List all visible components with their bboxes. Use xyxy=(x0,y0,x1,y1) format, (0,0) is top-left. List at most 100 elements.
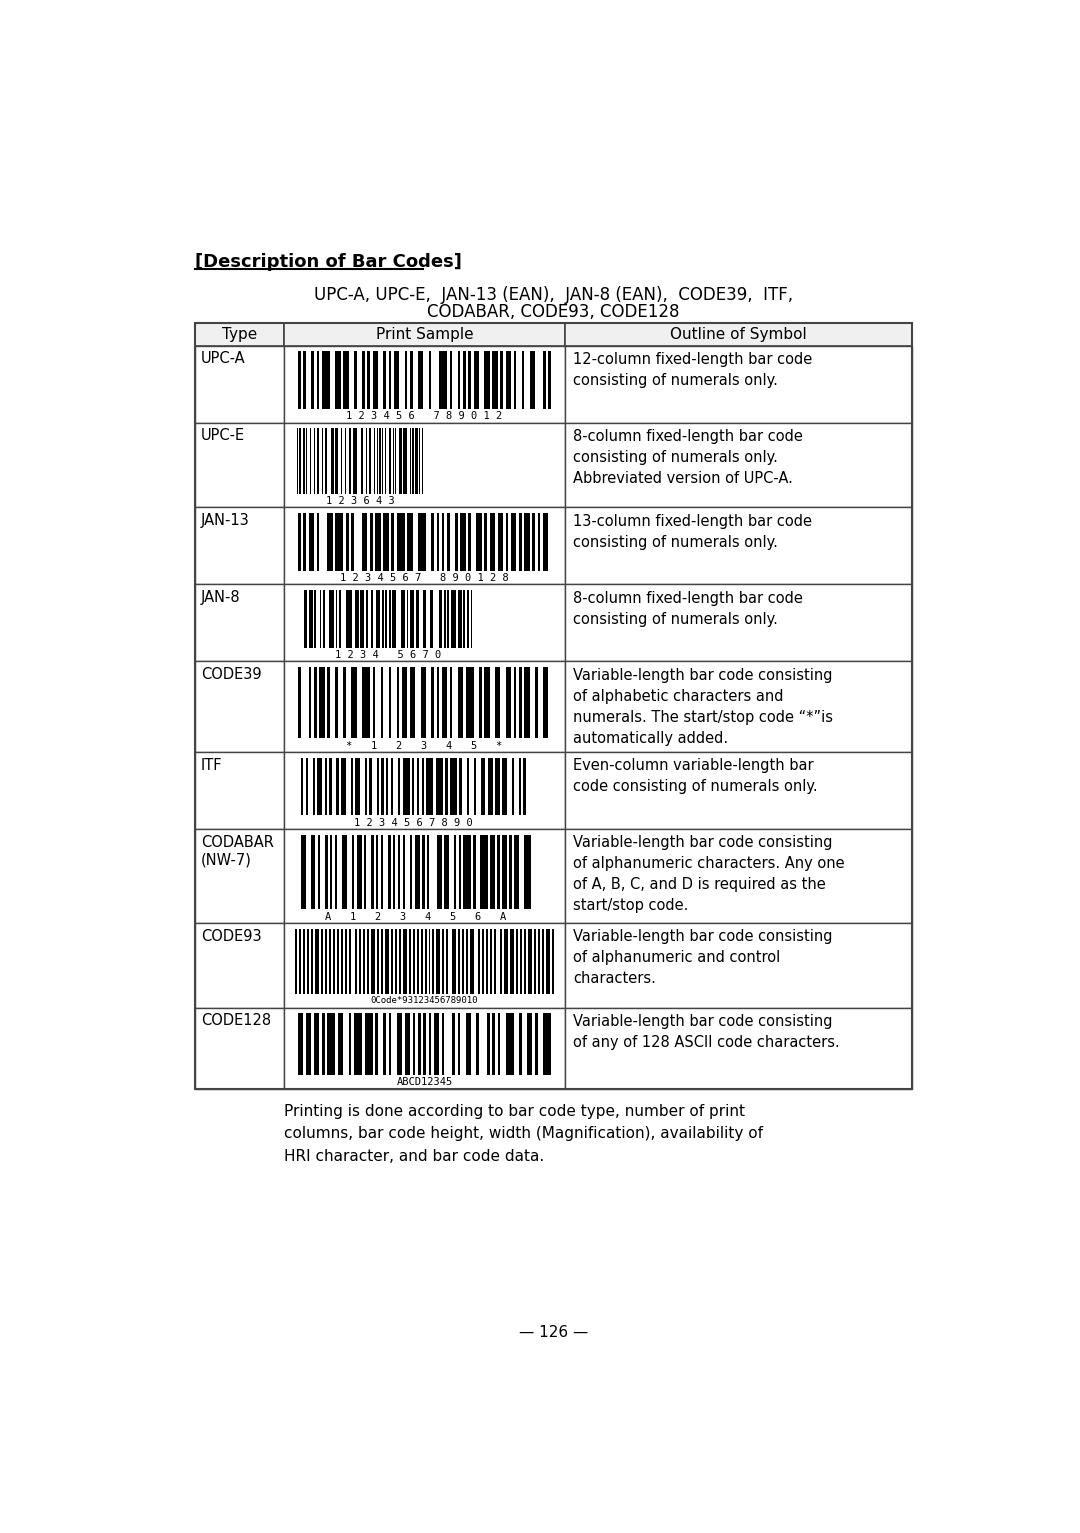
Bar xyxy=(373,667,375,739)
Bar xyxy=(340,428,342,494)
Bar xyxy=(391,512,394,570)
Bar xyxy=(352,834,354,909)
Bar xyxy=(367,929,369,993)
Text: UPC-A, UPC-E,  JAN-13 (EAN),  JAN-8 (EAN),  CODE39,  ITF,: UPC-A, UPC-E, JAN-13 (EAN), JAN-8 (EAN),… xyxy=(314,285,793,304)
Bar xyxy=(349,1013,351,1075)
Bar xyxy=(320,590,322,647)
Bar xyxy=(516,929,518,993)
Bar xyxy=(429,351,431,409)
Bar xyxy=(195,507,284,584)
Bar xyxy=(429,929,431,993)
Bar xyxy=(422,428,423,494)
Bar xyxy=(336,757,339,816)
Bar xyxy=(543,667,549,739)
Bar xyxy=(392,428,394,494)
Bar xyxy=(422,590,427,647)
Bar xyxy=(565,507,912,584)
Bar xyxy=(389,590,391,647)
Bar xyxy=(490,834,495,909)
Bar xyxy=(393,834,395,909)
Bar xyxy=(299,929,301,993)
Bar xyxy=(391,757,393,816)
Text: 12-column fixed-length bar code
consisting of numerals only.: 12-column fixed-length bar code consisti… xyxy=(572,351,812,388)
Bar xyxy=(311,351,314,409)
Bar xyxy=(459,834,461,909)
Bar xyxy=(495,667,500,739)
Bar xyxy=(486,929,488,993)
Bar xyxy=(309,667,311,739)
Bar xyxy=(316,512,320,570)
Bar xyxy=(442,1013,445,1075)
Bar xyxy=(542,929,544,993)
Bar xyxy=(316,428,320,494)
Bar xyxy=(410,834,413,909)
Bar xyxy=(504,929,508,993)
Bar xyxy=(432,929,434,993)
Bar xyxy=(403,834,405,909)
Bar xyxy=(377,428,378,494)
Bar xyxy=(195,923,284,1007)
Bar xyxy=(500,929,502,993)
Bar xyxy=(402,667,407,739)
Bar xyxy=(485,512,487,570)
Bar xyxy=(374,428,375,494)
Bar xyxy=(394,351,400,409)
Bar xyxy=(492,1013,495,1075)
Bar xyxy=(442,512,445,570)
Bar xyxy=(478,929,481,993)
Bar xyxy=(307,929,309,993)
Bar xyxy=(324,757,327,816)
Bar xyxy=(389,428,391,494)
Bar xyxy=(314,1013,320,1075)
Bar xyxy=(403,929,407,993)
Bar xyxy=(343,667,346,739)
Bar xyxy=(354,351,356,409)
Bar xyxy=(306,757,308,816)
Bar xyxy=(527,1013,532,1075)
Bar xyxy=(418,351,423,409)
Bar xyxy=(505,351,511,409)
Bar xyxy=(413,929,415,993)
Bar xyxy=(375,1013,378,1075)
Text: 8-column fixed-length bar code
consisting of numerals only.: 8-column fixed-length bar code consistin… xyxy=(572,590,802,627)
Bar xyxy=(535,667,538,739)
Bar xyxy=(532,512,535,570)
Bar xyxy=(543,351,545,409)
Bar xyxy=(424,929,427,993)
Bar xyxy=(384,428,386,494)
Bar xyxy=(351,667,356,739)
Text: Variable-length bar code consisting
of alphanumeric characters. Any one
of A, B,: Variable-length bar code consisting of a… xyxy=(572,835,845,914)
Bar xyxy=(505,512,509,570)
Bar xyxy=(495,929,496,993)
Bar xyxy=(284,1007,565,1088)
Bar xyxy=(330,834,333,909)
Bar xyxy=(372,590,373,647)
Bar xyxy=(436,512,440,570)
Bar xyxy=(306,1013,311,1075)
Bar xyxy=(399,929,401,993)
Bar xyxy=(342,834,347,909)
Bar xyxy=(409,428,411,494)
Bar xyxy=(565,1007,912,1088)
Bar xyxy=(354,1013,362,1075)
Bar xyxy=(476,512,482,570)
Bar xyxy=(538,512,540,570)
Bar xyxy=(195,322,912,1088)
Bar xyxy=(336,590,337,647)
Bar xyxy=(396,512,405,570)
Text: Variable-length bar code consisting
of any of 128 ASCII code characters.: Variable-length bar code consisting of a… xyxy=(572,1013,839,1050)
Bar xyxy=(364,834,366,909)
Bar xyxy=(467,757,469,816)
Bar xyxy=(498,834,500,909)
Bar xyxy=(549,351,551,409)
Bar xyxy=(458,351,460,409)
Bar xyxy=(442,667,447,739)
Bar xyxy=(323,590,325,647)
Bar xyxy=(565,584,912,661)
Bar xyxy=(306,428,308,494)
Bar xyxy=(476,1013,480,1075)
Bar xyxy=(519,667,522,739)
Bar xyxy=(345,929,347,993)
Bar xyxy=(416,590,419,647)
Bar xyxy=(367,351,370,409)
